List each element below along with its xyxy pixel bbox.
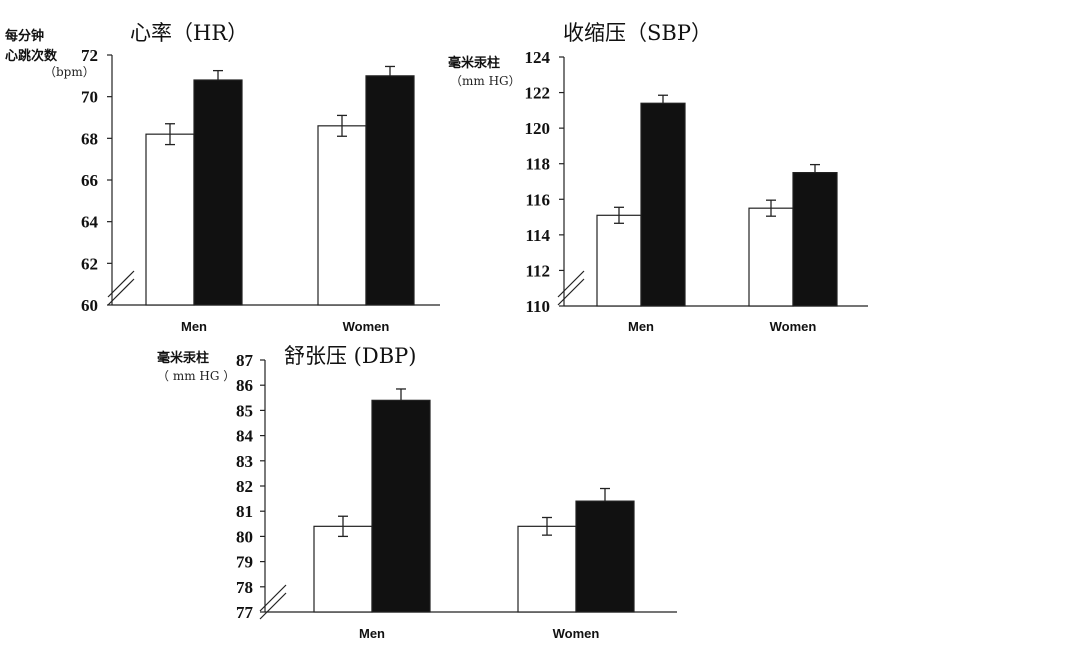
axis-break-mark [259,592,287,620]
y-tick-label: 64 [81,213,99,232]
x-category-label: Women [770,319,817,334]
y-tick-label: 110 [525,297,550,316]
y-axis-label: 心跳次数 [5,48,58,64]
y-tick-label: 85 [236,401,253,420]
bar-men-dark [371,399,431,613]
y-axis-label: 毫米汞柱 [448,55,500,71]
y-tick-label: 114 [525,226,550,245]
chart-title: 收缩压（SBP） [563,21,712,45]
y-axis-unit: （ mm HG ） [157,369,235,383]
y-tick-label: 86 [236,376,253,395]
x-category-label: Men [181,319,207,334]
bar-women-light [748,207,794,307]
y-tick-label: 66 [81,171,98,190]
bar-men-dark [640,102,686,307]
chart-panel-3: 77 78 79 80 81 82 83 84 85 86 87 Men Women 舒张压 (DBP) 毫… [157,344,677,641]
y-axis-unit: （mm HG） [450,74,521,88]
x-category-label: Men [359,626,385,641]
x-category-label: Men [628,319,654,334]
y-tick-label: 72 [81,46,98,65]
axis-break-mark [107,278,135,306]
bar-men-dark [193,79,243,306]
y-tick-label: 79 [236,553,253,572]
bar-women-light [317,125,367,306]
bar-men-light [145,133,195,306]
chart-panel-2: 110 112 114 116 118 120 122 124 Men Women 收缩压（SBP）… [448,21,868,334]
y-tick-label: 87 [236,351,254,370]
chart-title: 心率（HR） [130,21,248,45]
bar-men-light [596,214,642,307]
y-tick-label: 60 [81,296,98,315]
y-tick-label: 124 [525,48,551,67]
axis-break-mark [259,584,287,612]
chart-title: 舒张压 (DBP) [284,344,416,368]
bar-women-dark [792,172,838,307]
x-category-label: Women [343,319,390,334]
y-tick-label: 122 [525,84,551,103]
y-axis-label: 毫米汞柱 [157,350,209,366]
x-category-label: Women [553,626,600,641]
bar-women-light [517,525,577,613]
axis-break-mark [107,270,135,298]
y-tick-label: 83 [236,452,253,471]
y-tick-label: 62 [81,254,98,273]
y-tick-label: 84 [236,427,254,446]
bar-women-dark [365,75,415,306]
y-tick-label: 82 [236,477,253,496]
y-tick-label: 77 [236,603,254,622]
y-axis-unit: （bpm） [44,65,95,79]
axis-break-mark [557,270,585,298]
y-axis-label: 每分钟 [5,28,44,44]
y-tick-label: 120 [525,119,551,138]
y-tick-label: 118 [525,155,550,174]
y-tick-label: 116 [525,190,550,209]
y-tick-label: 68 [81,129,98,148]
y-tick-label: 112 [525,261,550,280]
axis-break-mark [557,278,585,306]
bar-women-dark [575,500,635,613]
y-tick-label: 80 [236,527,253,546]
y-tick-label: 81 [236,502,253,521]
y-tick-label: 70 [81,88,98,107]
y-tick-label: 78 [236,578,253,597]
bar-men-light [313,525,373,613]
